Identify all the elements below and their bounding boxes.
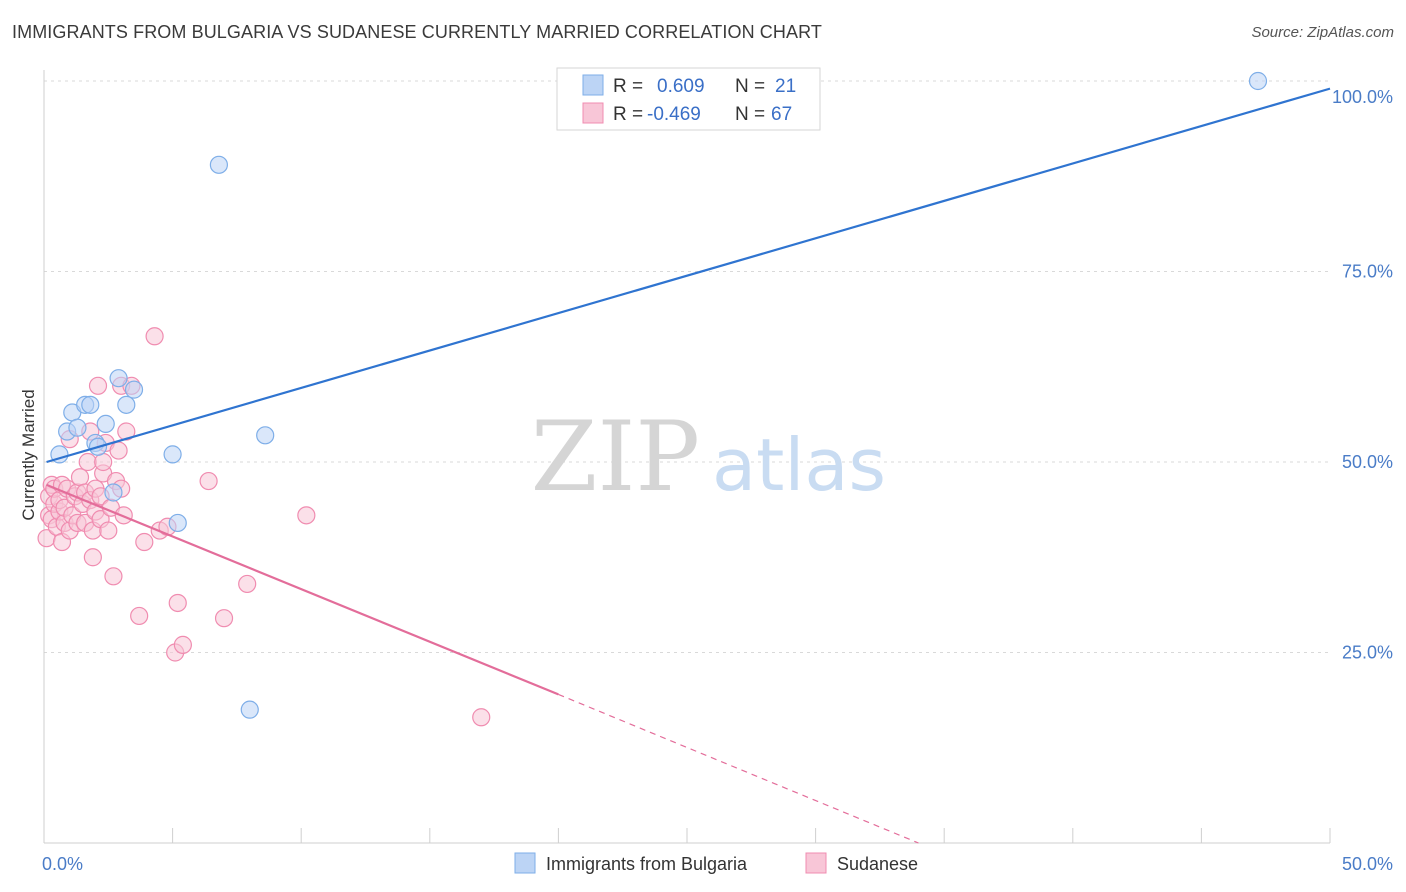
point-bulgaria — [1248, 71, 1268, 91]
bottom-legend: Immigrants from Bulgaria Sudanese — [514, 852, 918, 874]
point-sudanese — [117, 422, 136, 441]
point-sudanese — [109, 441, 128, 460]
point-bulgaria — [96, 414, 115, 433]
point-sudanese — [168, 593, 187, 613]
point-bulgaria — [163, 445, 182, 464]
legend-label-sudanese: Sudanese — [837, 854, 918, 874]
point-sudanese — [83, 548, 102, 567]
stats-r-value-bulgaria: 0.609 — [657, 76, 705, 97]
stats-legend-swatch-sudanese — [582, 102, 604, 124]
point-sudanese — [70, 468, 90, 487]
y-tick-label: 25.0% — [1342, 643, 1393, 663]
point-sudanese — [238, 574, 257, 594]
point-sudanese — [472, 708, 491, 727]
trend-line-sudanese-extrapolated — [558, 693, 919, 844]
x-tick-label: 50.0% — [1342, 854, 1393, 874]
point-bulgaria — [168, 513, 187, 533]
point-bulgaria — [109, 369, 128, 388]
stats-r-label-bulgaria: R = — [613, 76, 643, 97]
y-axis-label: Currently Married — [19, 389, 38, 520]
trend-line-sudanese — [46, 483, 559, 696]
point-sudanese — [199, 471, 218, 491]
point-sudanese — [297, 506, 316, 525]
point-bulgaria — [117, 395, 136, 414]
point-bulgaria — [240, 700, 259, 719]
point-sudanese — [214, 609, 234, 628]
y-tick-label: 50.0% — [1342, 452, 1393, 472]
point-sudanese — [99, 521, 118, 540]
source-label: Source: ZipAtlas.com — [1251, 24, 1394, 41]
stats-legend: R = 0.609 N = 21 R = -0.469 N = 67 — [556, 67, 821, 131]
axis-layer: 25.0% 50.0% 75.0% 100.0% 0.0% 50.0% — [42, 70, 1393, 874]
point-bulgaria — [81, 395, 100, 414]
point-bulgaria — [256, 426, 275, 445]
stats-legend-swatch-bulgaria — [582, 74, 604, 96]
trend-layer — [46, 87, 1331, 844]
legend-label-bulgaria: Immigrants from Bulgaria — [546, 854, 748, 874]
watermark-zip: ZIP — [531, 401, 700, 513]
stats-n-value-sudanese: 67 — [771, 104, 792, 125]
point-sudanese — [104, 567, 123, 586]
point-sudanese — [130, 606, 149, 626]
point-bulgaria — [209, 155, 228, 174]
y-tick-label: 100.0% — [1332, 87, 1393, 107]
point-sudanese — [78, 452, 97, 472]
legend-swatch-bulgaria — [514, 852, 536, 874]
points-layer — [37, 71, 1268, 727]
point-bulgaria — [124, 380, 144, 399]
stats-n-value-bulgaria: 21 — [775, 76, 796, 97]
stats-n-label-bulgaria: N = — [735, 76, 765, 97]
point-bulgaria — [68, 418, 87, 437]
stats-r-value-sudanese: -0.469 — [647, 104, 701, 125]
legend-swatch-sudanese — [805, 852, 827, 874]
watermark: ZIP atlas — [531, 401, 886, 513]
point-sudanese — [173, 635, 192, 654]
stats-n-label-sudanese: N = — [735, 104, 765, 125]
grid-layer — [44, 80, 1330, 653]
point-sudanese — [88, 376, 108, 395]
trend-line-bulgaria — [46, 87, 1331, 464]
point-sudanese — [135, 532, 154, 552]
point-bulgaria — [104, 483, 123, 502]
x-tick-label: 0.0% — [42, 854, 83, 874]
chart-title: IMMIGRANTS FROM BULGARIA VS SUDANESE CUR… — [12, 22, 822, 42]
y-tick-label: 75.0% — [1342, 262, 1393, 282]
point-sudanese — [145, 327, 164, 346]
watermark-atlas: atlas — [712, 423, 886, 507]
point-sudanese — [94, 452, 113, 472]
stats-r-label-sudanese: R = — [613, 104, 643, 125]
